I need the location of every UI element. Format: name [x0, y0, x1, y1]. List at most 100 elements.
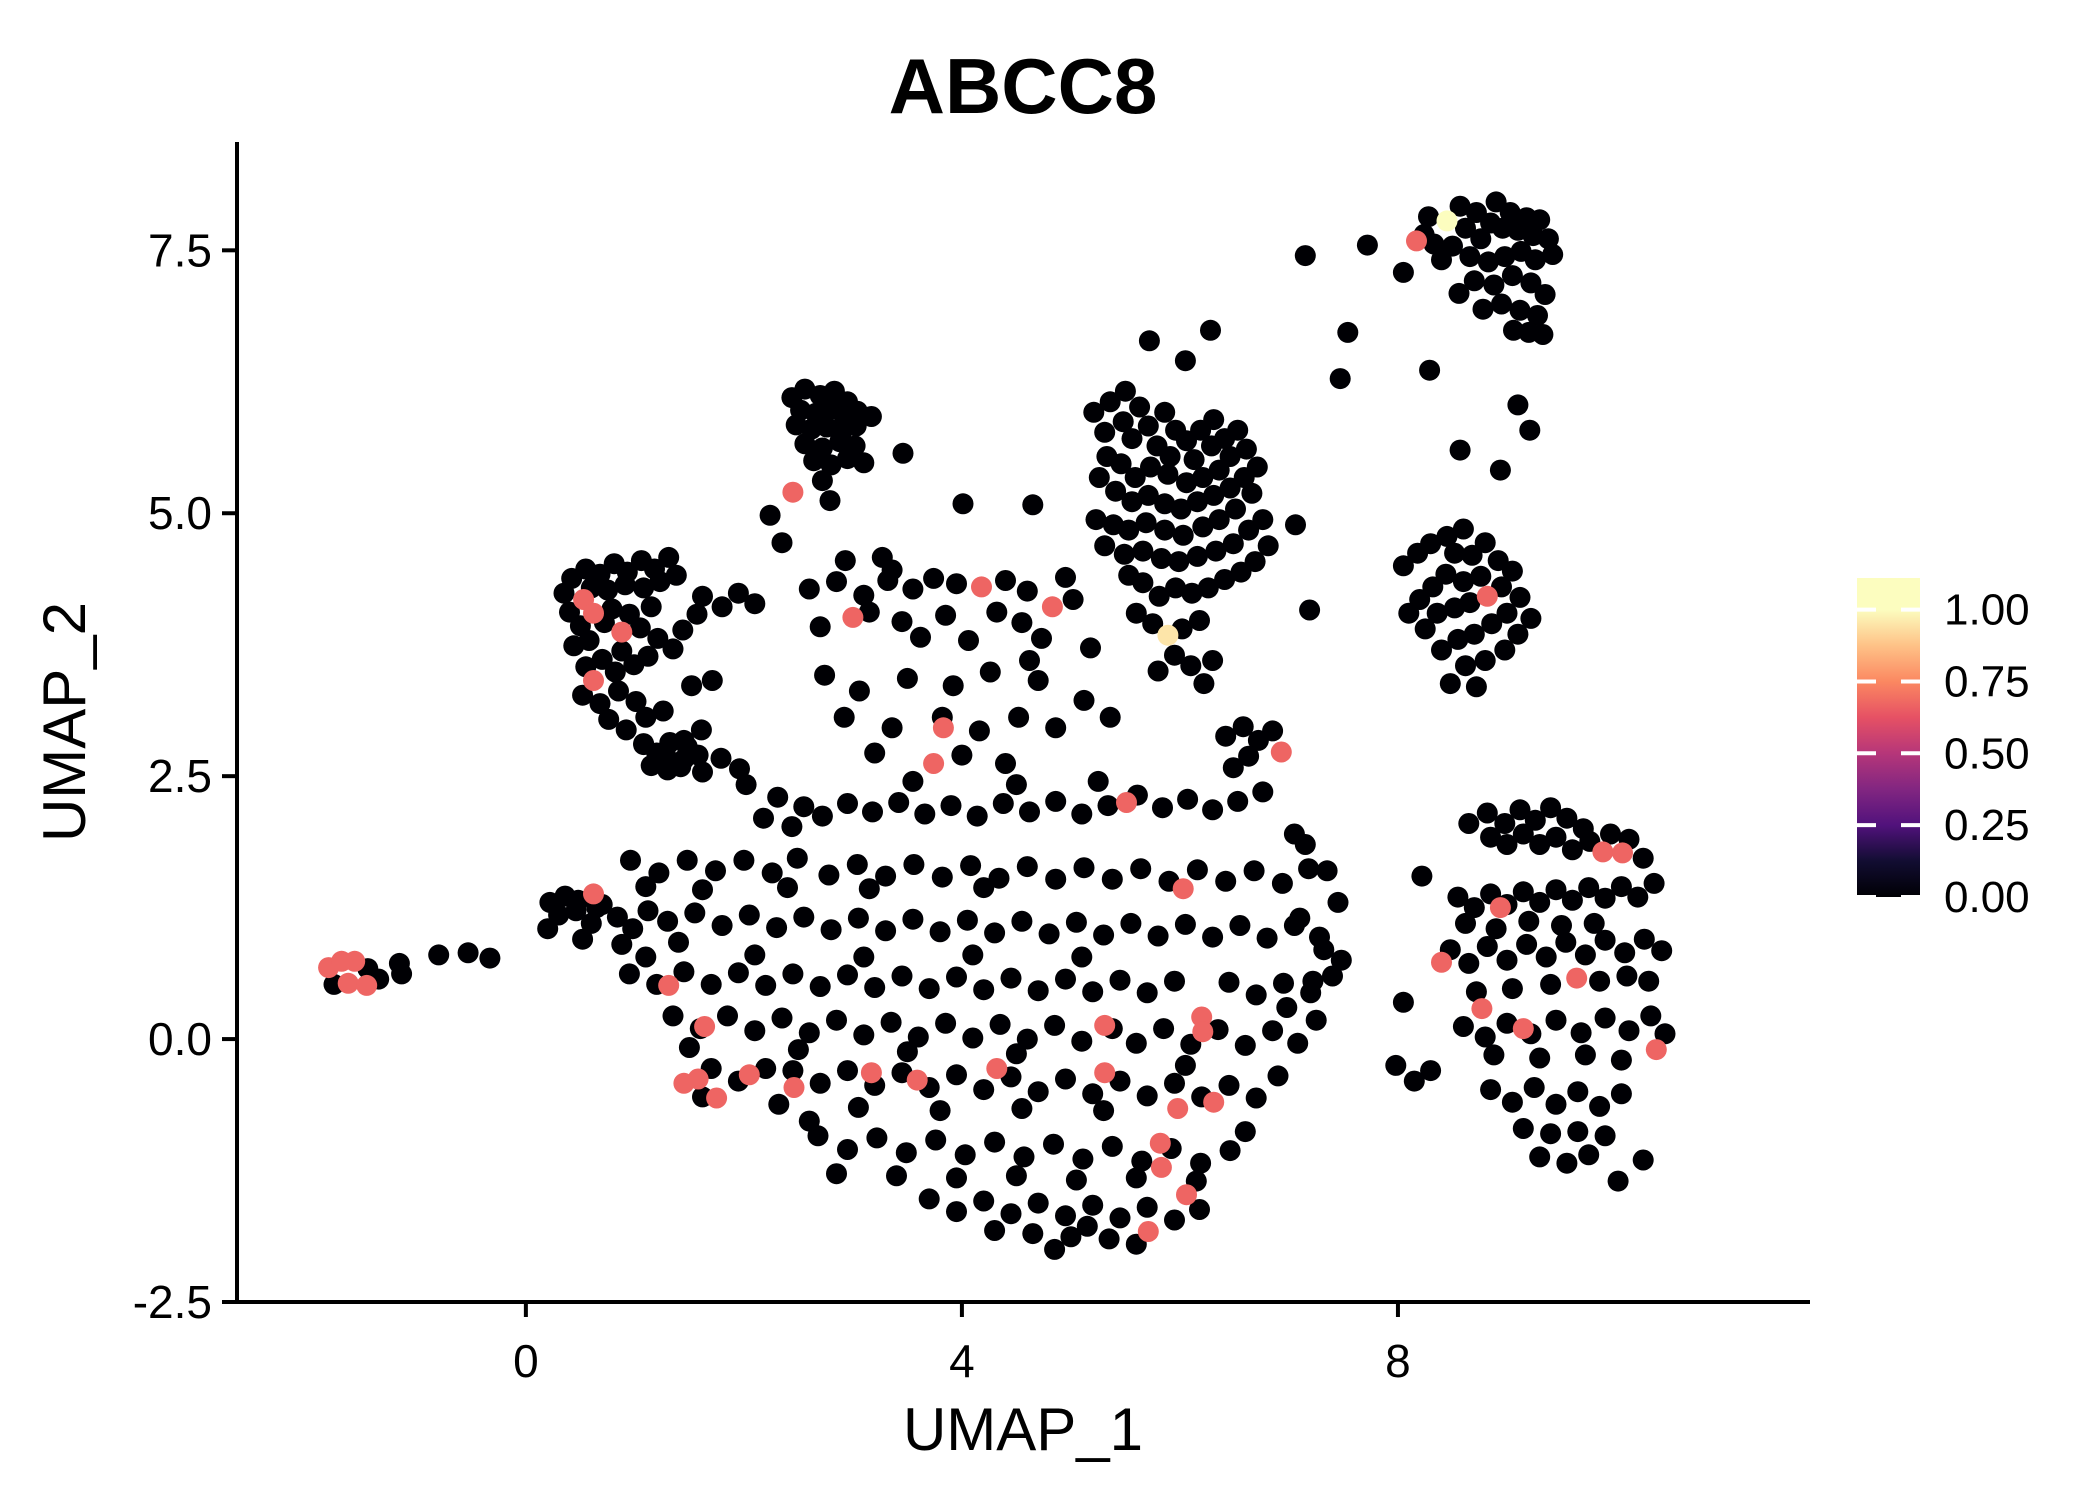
data-point — [1477, 251, 1499, 273]
data-point — [710, 747, 732, 769]
data-point — [1496, 834, 1518, 855]
data-point — [711, 596, 733, 618]
data-point — [956, 909, 978, 931]
data-point — [1523, 1077, 1545, 1098]
data-point — [914, 803, 936, 825]
data-point — [833, 706, 855, 728]
data-point — [1164, 1072, 1185, 1094]
data-point — [979, 661, 1001, 683]
data-point — [1219, 1140, 1241, 1162]
data-point — [1027, 1081, 1049, 1103]
data-point — [923, 567, 945, 589]
data-point — [1055, 566, 1076, 588]
data-point — [935, 604, 957, 626]
data-point — [1114, 380, 1136, 402]
data-point — [1403, 1070, 1425, 1092]
data-point — [1574, 944, 1596, 966]
data-point — [744, 944, 766, 966]
data-point — [1299, 599, 1321, 621]
data-point — [1474, 650, 1496, 671]
data-point — [1567, 1121, 1589, 1143]
data-point — [1241, 482, 1263, 504]
data-point — [684, 902, 706, 924]
data-point — [1610, 1049, 1632, 1071]
data-point — [783, 1077, 805, 1098]
data-point — [1065, 1169, 1087, 1191]
data-point — [1193, 673, 1215, 695]
data-point — [1164, 644, 1185, 666]
data-point — [1230, 561, 1252, 583]
data-point — [1431, 639, 1452, 661]
data-point — [1153, 1018, 1175, 1040]
data-point — [1022, 1223, 1044, 1245]
data-point — [1485, 918, 1507, 940]
data-point — [1215, 870, 1237, 892]
data-point — [820, 454, 842, 476]
data-point — [892, 442, 914, 464]
data-point — [1509, 586, 1531, 608]
data-point — [1159, 446, 1181, 467]
data-point — [1545, 1009, 1567, 1031]
data-point — [1459, 246, 1481, 268]
data-point — [875, 920, 897, 942]
data-point — [601, 598, 623, 620]
data-point — [853, 946, 875, 968]
data-point — [1529, 834, 1551, 855]
data-point — [1494, 813, 1516, 834]
data-point — [735, 774, 757, 796]
data-point — [1420, 533, 1442, 555]
data-point — [902, 908, 924, 930]
data-point — [1589, 1095, 1611, 1117]
data-point — [767, 786, 789, 808]
data-point — [1202, 799, 1224, 821]
data-point — [877, 570, 899, 591]
data-point — [700, 973, 722, 995]
data-point — [1234, 1034, 1256, 1056]
data-point — [1496, 949, 1518, 971]
data-point — [1218, 971, 1240, 993]
data-point — [1501, 978, 1523, 1000]
data-point — [640, 596, 662, 618]
data-point — [1105, 480, 1127, 502]
data-point — [1566, 967, 1588, 989]
data-point — [895, 1142, 917, 1164]
data-point — [331, 950, 353, 972]
data-point — [1208, 459, 1230, 481]
data-point — [1283, 823, 1305, 845]
data-point — [1418, 206, 1439, 228]
data-point — [1157, 463, 1179, 485]
data-point — [1099, 706, 1121, 728]
data-point — [572, 684, 594, 706]
data-point — [1627, 886, 1649, 908]
data-point — [786, 847, 808, 869]
data-point — [692, 879, 713, 901]
data-point — [1183, 449, 1205, 471]
data-point — [1257, 535, 1279, 557]
data-point — [1229, 915, 1251, 936]
data-point — [794, 433, 816, 455]
data-point — [995, 570, 1016, 591]
data-point — [782, 1060, 804, 1082]
data-point — [1431, 951, 1452, 973]
data-point — [1150, 1156, 1172, 1178]
data-point — [608, 680, 629, 702]
data-point — [918, 1188, 940, 1210]
data-point — [686, 603, 708, 625]
data-point — [902, 770, 924, 792]
data-point — [853, 584, 875, 606]
data-point — [1101, 868, 1123, 890]
data-point — [875, 865, 897, 887]
data-point — [1545, 879, 1567, 901]
data-point — [880, 1011, 902, 1033]
data-point — [1176, 1184, 1197, 1206]
data-point — [687, 744, 709, 766]
data-point — [1618, 1020, 1640, 1042]
data-point — [583, 883, 604, 905]
data-point — [960, 855, 982, 877]
data-point — [853, 452, 875, 474]
data-point — [1524, 809, 1546, 831]
data-point — [1519, 419, 1541, 441]
data-point — [864, 977, 886, 998]
data-point — [678, 1037, 700, 1058]
data-point — [1329, 368, 1351, 390]
